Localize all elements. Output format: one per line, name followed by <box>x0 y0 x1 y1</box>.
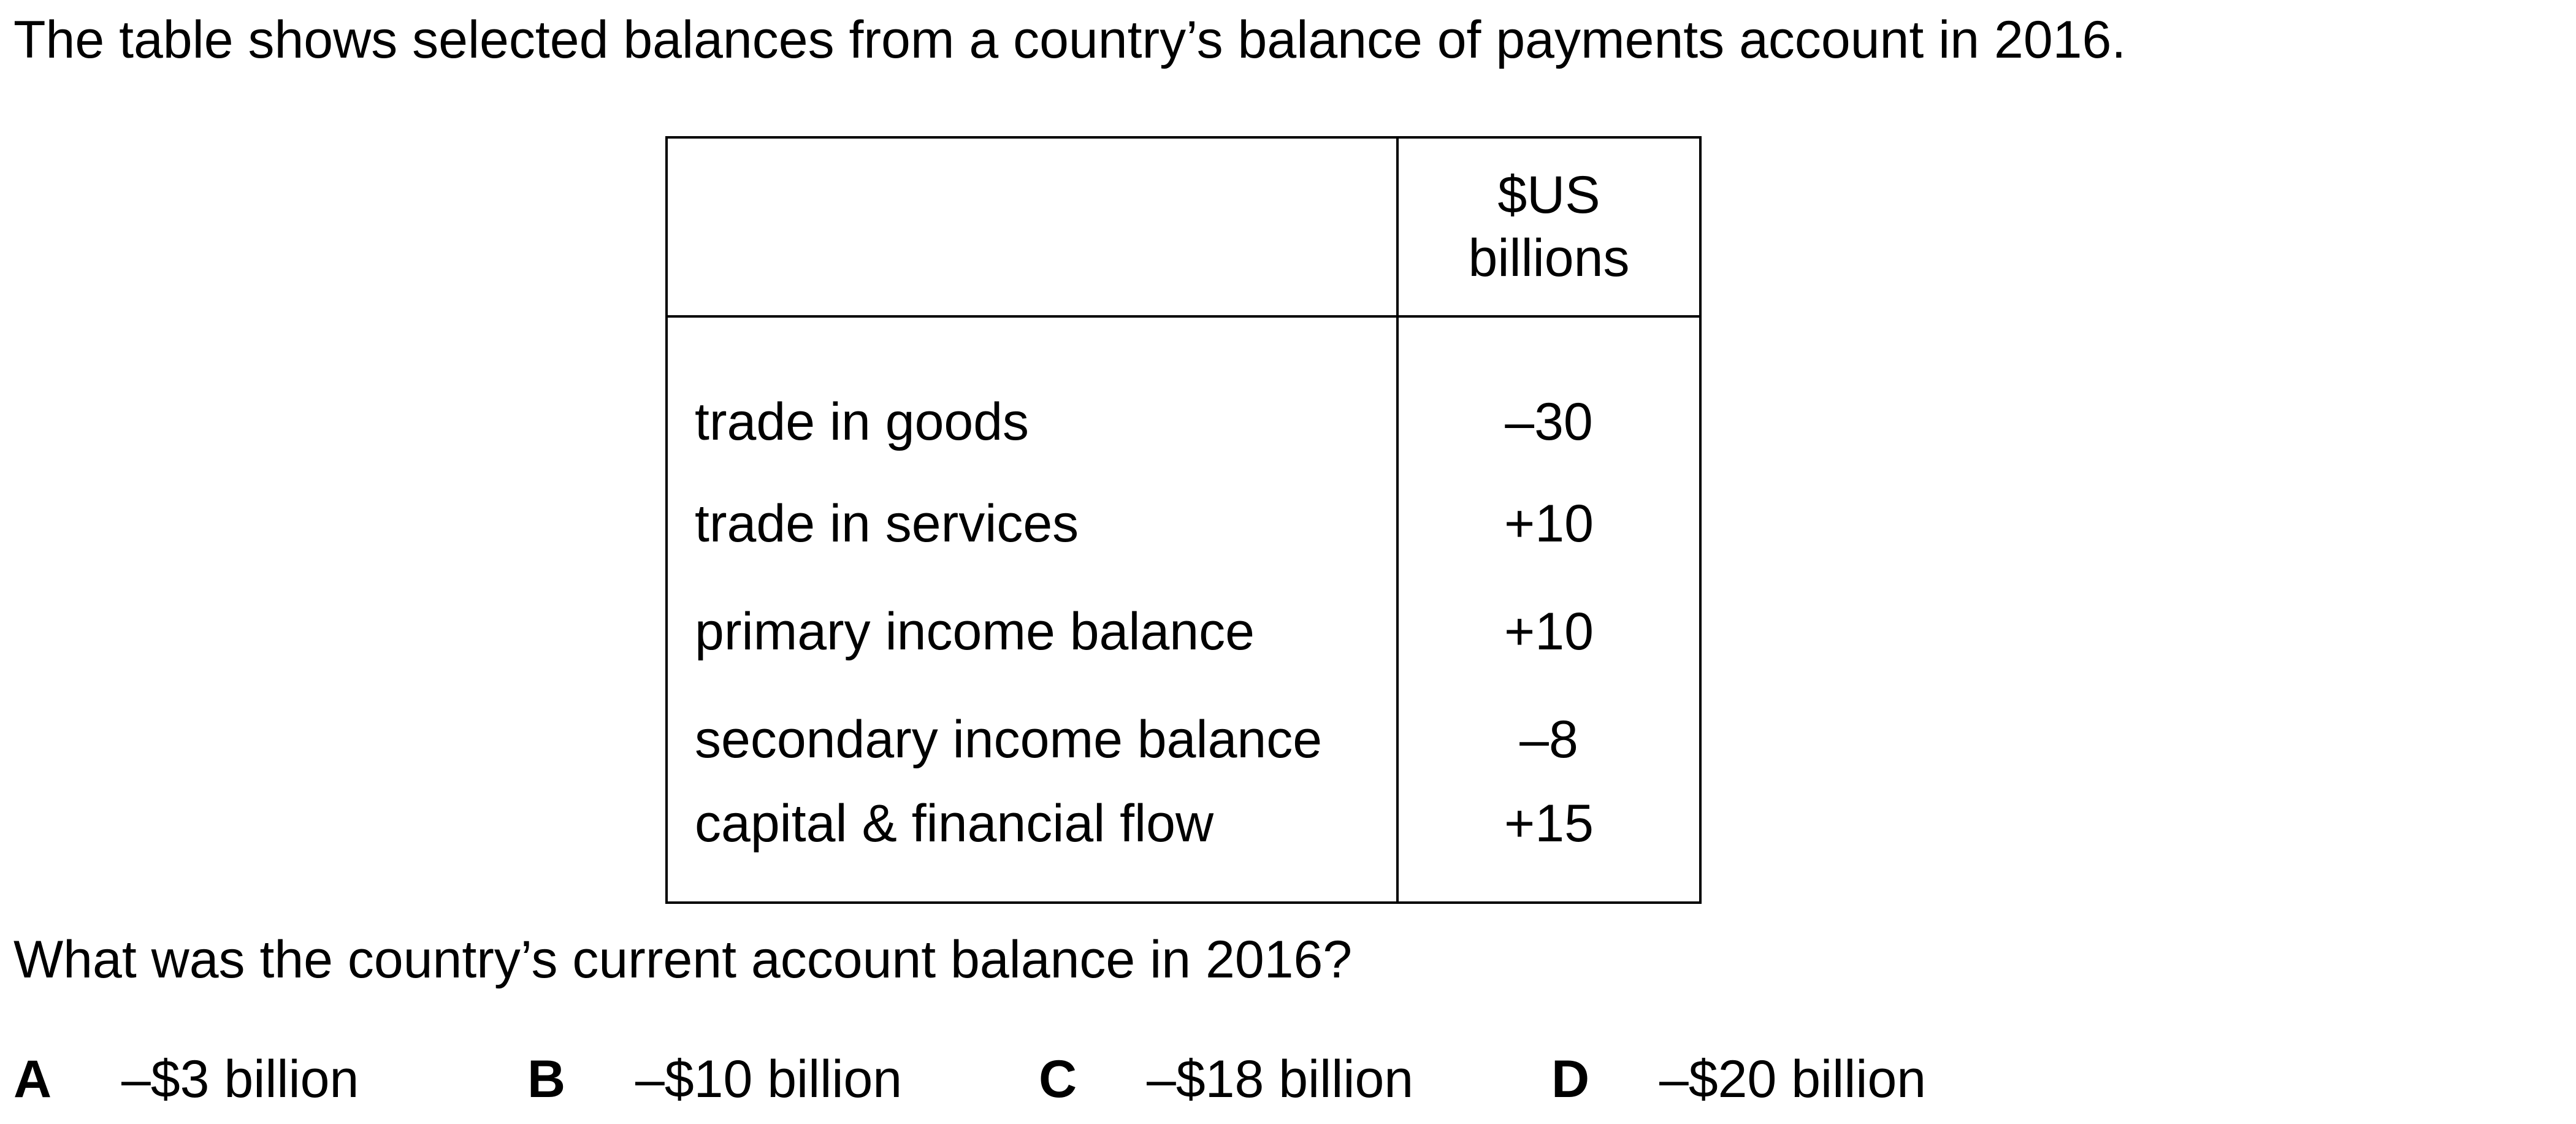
unit-line-scale: billions <box>1468 229 1630 288</box>
answer-option-b[interactable]: B –$10 billion <box>527 1046 902 1113</box>
table-row: capital & financial flow +15 <box>665 793 1702 904</box>
option-text: –$10 billion <box>635 1050 903 1109</box>
row-value: +10 <box>1396 470 1702 578</box>
option-letter: B <box>527 1050 566 1109</box>
row-label: capital & financial flow <box>665 793 1399 904</box>
row-value: +15 <box>1396 793 1702 904</box>
answer-option-a[interactable]: A –$3 billion <box>13 1046 359 1113</box>
table-header-empty <box>665 136 1399 318</box>
balance-of-payments-table: $US billions trade in goods –30 trade in… <box>665 136 1702 904</box>
table-row: trade in goods –30 <box>665 316 1702 470</box>
option-letter: C <box>1039 1050 1077 1109</box>
option-text: –$3 billion <box>121 1050 359 1109</box>
answer-option-d[interactable]: D –$20 billion <box>1551 1046 1926 1113</box>
row-label: primary income balance <box>665 578 1399 686</box>
question-intro: The table shows selected balances from a… <box>13 10 2127 69</box>
table-row: secondary income balance –8 <box>665 686 1702 793</box>
row-label: trade in services <box>665 470 1399 578</box>
table-row: primary income balance +10 <box>665 578 1702 686</box>
option-text: –$18 billion <box>1147 1050 1414 1109</box>
question-text: What was the country’s current account b… <box>13 930 1353 989</box>
table-header-unit: $US billions <box>1396 136 1702 318</box>
table-header-row: $US billions <box>665 136 1702 318</box>
option-letter: A <box>13 1050 52 1109</box>
row-value: +10 <box>1396 578 1702 686</box>
option-letter: D <box>1551 1050 1590 1109</box>
answer-option-c[interactable]: C –$18 billion <box>1039 1046 1413 1113</box>
row-value: –8 <box>1396 686 1702 793</box>
table-row: trade in services +10 <box>665 470 1702 578</box>
row-label: trade in goods <box>665 316 1399 470</box>
unit-line-currency: $US <box>1497 166 1600 224</box>
option-text: –$20 billion <box>1659 1050 1927 1109</box>
answer-options: A –$3 billion B –$10 billion C –$18 billion… <box>13 1046 2558 1113</box>
row-value: –30 <box>1396 316 1702 470</box>
row-label: secondary income balance <box>665 686 1399 793</box>
